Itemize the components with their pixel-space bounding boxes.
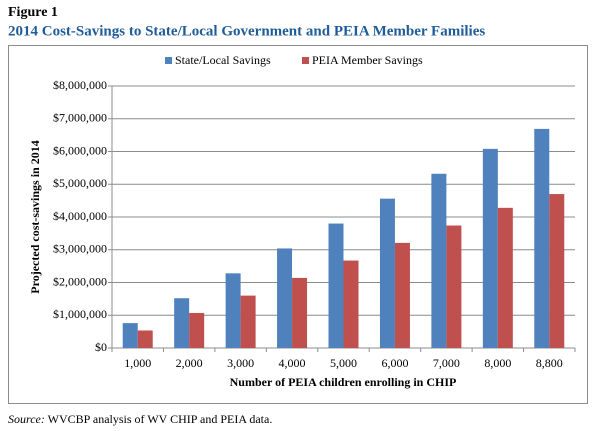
chart-title: 2014 Cost-Savings to State/Local Governm… (8, 23, 485, 39)
bar (343, 260, 359, 348)
bar (240, 295, 256, 348)
x-tick-label: 2,000 (176, 356, 203, 370)
source-text: WVCBP analysis of WV CHIP and PEIA data. (48, 412, 273, 426)
bar (482, 148, 498, 348)
legend-swatch (302, 57, 309, 64)
x-tick-label: 7,000 (433, 356, 460, 370)
y-tick-label: $7,000,000 (53, 111, 107, 125)
x-tick-label: 4,000 (279, 356, 306, 370)
legend-swatch (165, 57, 172, 64)
source-note: Source: WVCBP analysis of WV CHIP and PE… (8, 412, 272, 426)
legend-label: PEIA Member Savings (312, 53, 423, 67)
bar (174, 298, 190, 348)
bar (137, 330, 153, 348)
bar (394, 242, 410, 348)
y-axis-label: Projected cost-savings in 2014 (28, 140, 42, 293)
x-tick-label: 3,000 (227, 356, 254, 370)
bar (277, 248, 293, 348)
y-tick-label: $0 (95, 340, 107, 354)
bar (549, 194, 565, 348)
legend-label: State/Local Savings (175, 53, 271, 67)
y-tick-label: $6,000,000 (53, 143, 107, 157)
x-tick-label: 8,800 (536, 356, 563, 370)
x-axis-label: Number of PEIA children enrolling in CHI… (230, 375, 457, 389)
y-tick-label: $8,000,000 (53, 78, 107, 92)
bar (446, 225, 462, 348)
figure-label: Figure 1 (8, 5, 58, 20)
bar (189, 312, 205, 348)
bar (225, 273, 241, 348)
y-tick-label: $1,000,000 (53, 307, 107, 321)
bar (328, 223, 344, 348)
bar (534, 128, 550, 348)
chart-frame (8, 45, 588, 404)
bar (431, 173, 447, 348)
x-tick-label: 6,000 (381, 356, 408, 370)
x-tick-label: 1,000 (124, 356, 151, 370)
y-tick-label: $2,000,000 (53, 274, 107, 288)
bar (292, 277, 308, 348)
x-tick-label: 5,000 (330, 356, 357, 370)
y-tick-label: $5,000,000 (53, 176, 107, 190)
y-tick-label: $3,000,000 (53, 242, 107, 256)
source-label: Source: (8, 412, 45, 426)
x-tick-label: 8,000 (484, 356, 511, 370)
bar (122, 323, 138, 348)
bar (497, 207, 513, 348)
y-tick-label: $4,000,000 (53, 209, 107, 223)
bar (379, 198, 395, 348)
